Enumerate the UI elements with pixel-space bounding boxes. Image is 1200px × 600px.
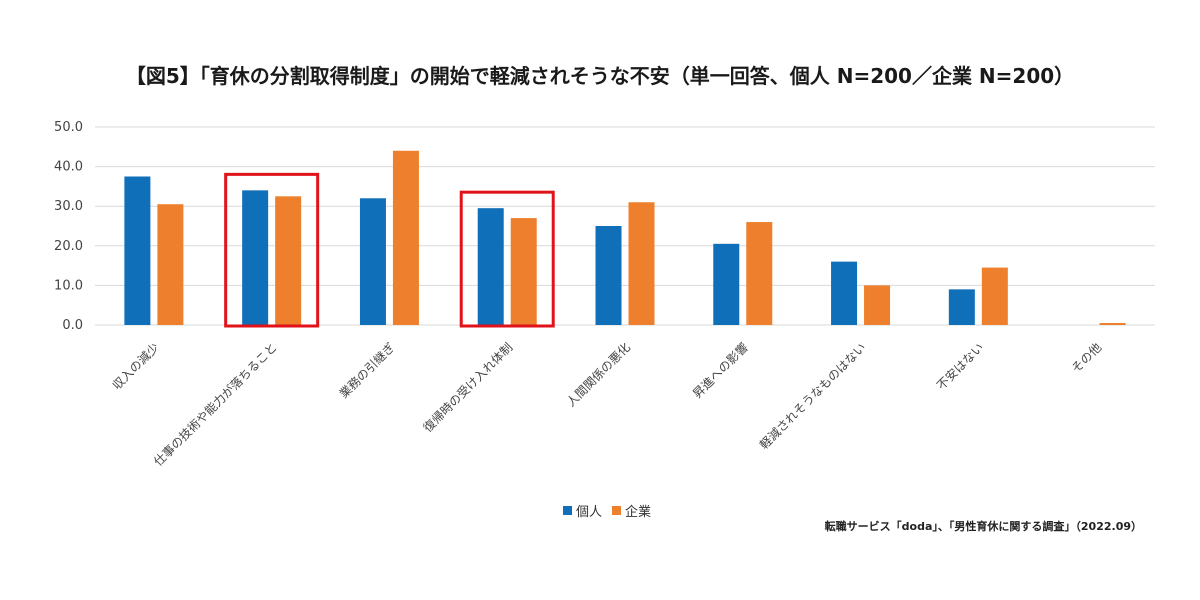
y-tick-label: 10.0 [54,278,83,293]
bar-kojin [359,198,386,325]
bar-kigyo [1099,323,1126,325]
legend: 個人 企業 [563,501,661,520]
bar-kigyo [981,267,1008,325]
y-tick-label: 20.0 [54,239,83,254]
y-tick-label: 40.0 [54,160,83,175]
bar-kojin [242,190,269,325]
legend-item-kigyo: 企業 [612,501,651,520]
x-tick-label: 収入の減少 [109,340,162,393]
y-tick-label: 30.0 [54,199,83,214]
legend-label-kojin: 個人 [576,505,603,520]
chart-title: 【図5】「育休の分割取得制度」の開始で軽減されそうな不安（単一回答、個人 N=2… [125,64,1075,88]
highlight-box [459,190,555,328]
bar-kigyo [275,196,302,325]
x-tick-label: 昇進への影響 [689,340,751,402]
bar-kojin [477,208,504,325]
legend-item-kojin: 個人 [563,501,602,520]
bar-kojin [948,289,975,325]
bar-kigyo [392,150,419,325]
x-tick-label: 人間関係の悪化 [564,340,633,409]
bar-kojin [713,243,740,325]
source-note: 転職サービス「doda」、「男性育休に関する調査」（2022.09） [824,520,1142,533]
x-tick-label: 仕事の技術や能力が落ちること [150,340,279,469]
x-tick-label: 業務の引継ぎ [336,340,398,402]
bar-kigyo [510,218,537,325]
x-tick-label: その他 [1069,340,1104,375]
legend-label-kigyo: 企業 [625,505,652,520]
bar-kigyo [628,202,655,325]
x-tick-label: 軽減されそうなものはない [756,340,868,452]
bar-kigyo [864,285,891,325]
highlight-boxes [224,172,555,328]
x-tick-label: 不安はない [933,340,986,393]
bar-kojin [124,176,151,325]
bars [124,150,1126,325]
bar-kojin [595,226,622,325]
y-tick-label: 0.0 [62,318,83,333]
y-tick-label: 50.0 [54,120,83,135]
bar-kojin [831,261,858,325]
x-tick-label: 復帰時の受け入れ体制 [420,340,515,435]
bar-kigyo [157,204,184,325]
y-axis-ticks: 0.0 10.0 20.0 30.0 40.0 50.0 [54,120,83,333]
highlight-box [224,172,320,328]
legend-swatch-kojin [563,506,572,515]
legend-swatch-kigyo [612,506,622,515]
bar-kigyo [746,222,773,325]
